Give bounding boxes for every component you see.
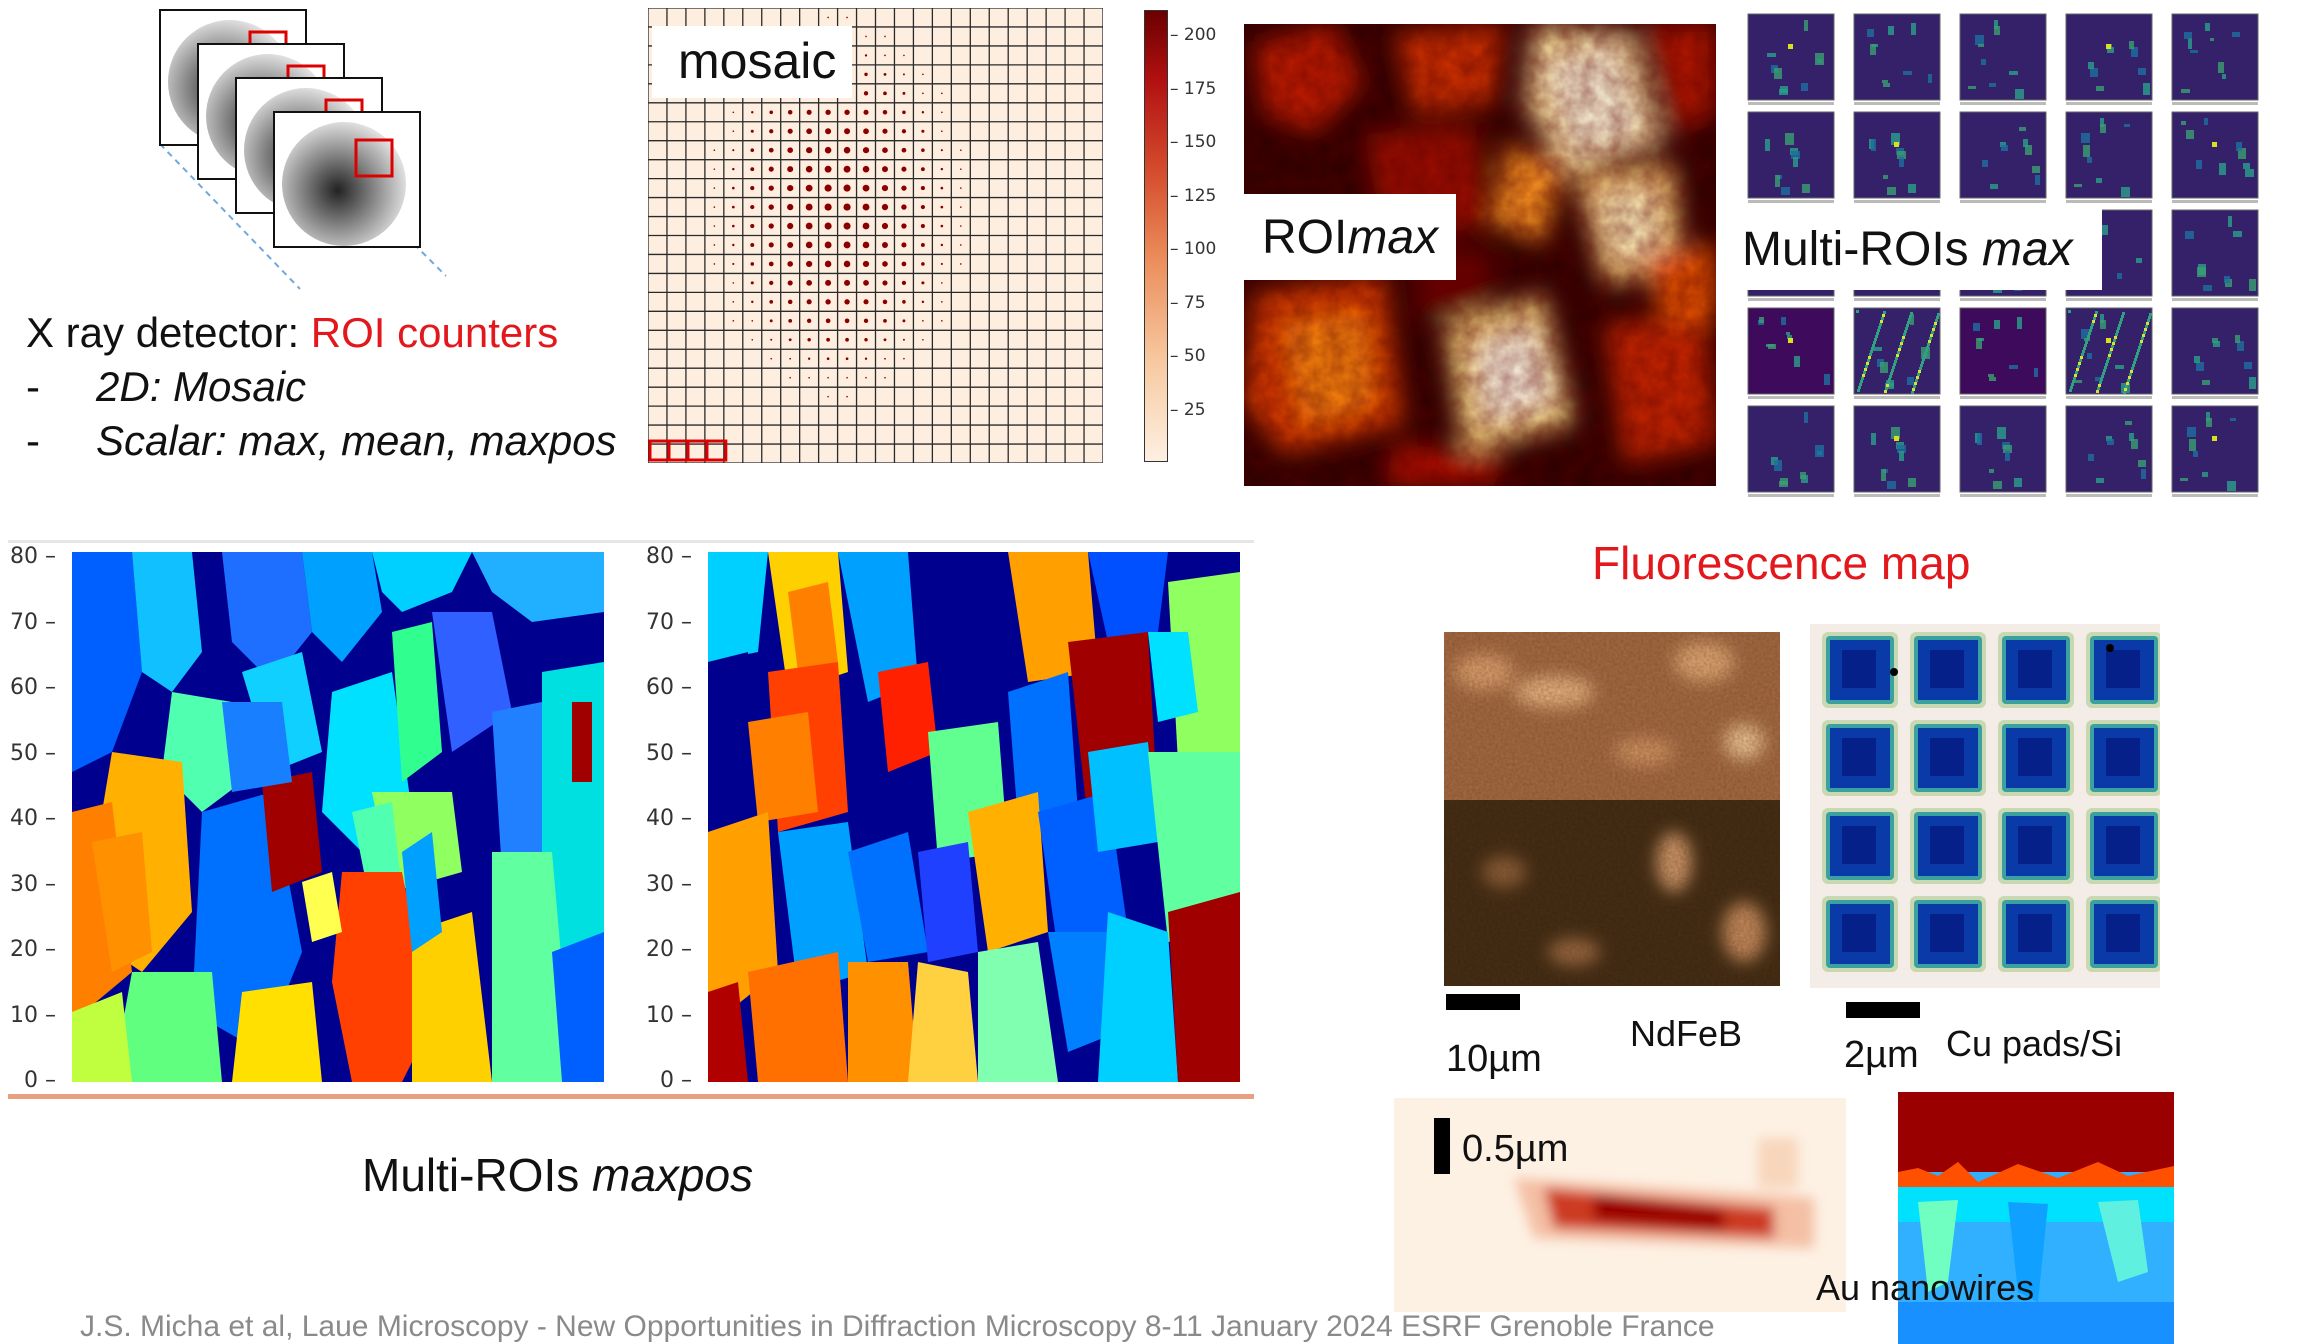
roimax-label-italic: max bbox=[1347, 211, 1439, 264]
maxpos-label-prefix: Multi-ROIs bbox=[362, 1149, 592, 1201]
cu-label: Cu pads/Si bbox=[1946, 1023, 2123, 1064]
y-tick-label: 20 – bbox=[646, 937, 692, 962]
maxpos-bottom-rule bbox=[8, 1094, 1254, 1099]
detector-title: X ray detector: ROI counters bbox=[26, 312, 558, 354]
nanowire-scale-bar bbox=[1434, 1118, 1450, 1174]
multiroi-max-label-prefix: Multi-ROIs bbox=[1742, 223, 1982, 276]
y-tick-label: 0 – bbox=[660, 1068, 692, 1093]
colorbar-tick: – 175 bbox=[1170, 78, 1217, 99]
au-nanowire-map bbox=[1898, 1092, 2174, 1344]
fluorescence-title: Fluorescence map bbox=[1592, 537, 1971, 589]
y-tick-label: 40 – bbox=[10, 806, 56, 831]
roimax-label-text: ROImax bbox=[1262, 214, 1438, 262]
mosaic-colorbar bbox=[1144, 10, 1168, 462]
ndfeb-fluorescence-map bbox=[1444, 632, 1780, 986]
nanowire-fluorescence-map bbox=[1394, 1098, 1846, 1312]
ndfeb-label: NdFeB bbox=[1630, 1013, 1743, 1054]
y-tick-label: 60 – bbox=[646, 675, 692, 700]
bullet-text: 2D: Mosaic bbox=[96, 363, 307, 410]
colorbar-tick: – 150 bbox=[1170, 132, 1217, 152]
y-tick-label: 10 – bbox=[10, 1002, 56, 1028]
y-tick-label: 70 – bbox=[646, 609, 692, 635]
colorbar-tick: – 125 bbox=[1170, 185, 1217, 206]
maxpos-map-2 bbox=[708, 552, 1240, 1082]
colorbar-tick: – 75 bbox=[1170, 292, 1206, 313]
y-tick-label: 30 – bbox=[646, 871, 692, 897]
multiroi-max-label: Multi-ROIs max bbox=[1734, 208, 2102, 290]
y-tick-label: 30 – bbox=[10, 871, 56, 897]
colorbar-tick: – 50 bbox=[1170, 346, 1206, 366]
colorbar-tick: – 25 bbox=[1170, 399, 1206, 420]
maxpos-label-italic: maxpos bbox=[592, 1149, 754, 1201]
ndfeb-scale-text: 10µm bbox=[1446, 1038, 1542, 1080]
y-tick-label: 60 – bbox=[10, 675, 56, 700]
y-tick-label: 0 – bbox=[24, 1068, 56, 1093]
detector-title-prefix: X ray detector: bbox=[26, 309, 311, 356]
maxpos-label: Multi-ROIs maxpos bbox=[362, 1152, 753, 1198]
y-tick-label: 50 – bbox=[10, 740, 56, 766]
cu-scale-bar bbox=[1846, 1002, 1920, 1018]
nanowire-label: Au nanowires bbox=[1816, 1267, 2035, 1308]
bullet-dash: - bbox=[26, 417, 40, 464]
y-tick-label: 10 – bbox=[646, 1002, 692, 1028]
bullet-dash: - bbox=[26, 363, 40, 410]
maxpos-map-1 bbox=[72, 552, 604, 1082]
ndfeb-scale-bar bbox=[1446, 994, 1520, 1010]
nanowire-scale-text: 0.5µm bbox=[1462, 1128, 1569, 1170]
cu-pads-fluorescence-map bbox=[1810, 624, 2160, 988]
cu-scale-text: 2µm bbox=[1844, 1034, 1919, 1076]
y-tick-label: 70 – bbox=[10, 609, 56, 635]
y-tick-label: 50 – bbox=[646, 740, 692, 766]
bullet-text: Scalar: max, mean, maxpos bbox=[96, 417, 617, 464]
detector-stack-illustration bbox=[159, 9, 447, 290]
colorbar-tick: – 100 bbox=[1170, 239, 1217, 259]
maxpos-y-axis-2: 80 – 70 – 60 – 50 – 40 – 30 – 20 – 10 – 0 – bbox=[640, 544, 702, 1093]
detector-bullet-1: - 2D: Mosaic bbox=[26, 363, 306, 410]
y-tick-label: 40 – bbox=[646, 806, 692, 831]
colorbar-tick: – 200 bbox=[1170, 25, 1217, 45]
y-tick-label: 80 – bbox=[10, 544, 56, 569]
roimax-heatmap bbox=[1244, 24, 1716, 486]
roimax-label: ROImax bbox=[1244, 194, 1456, 280]
maxpos-y-axis-1: 80 – 70 – 60 – 50 – 40 – 30 – 20 – 10 – 0 – bbox=[0, 544, 66, 1093]
footer-citation: J.S. Micha et al, Laue Microscopy - New … bbox=[80, 1310, 1715, 1343]
mosaic-label-text: mosaic bbox=[678, 33, 837, 89]
maxpos-top-rule bbox=[8, 540, 1254, 543]
multiroi-max-label-text: Multi-ROIs max bbox=[1742, 226, 2073, 274]
roimax-label-prefix: ROI bbox=[1262, 211, 1348, 264]
y-tick-label: 20 – bbox=[10, 937, 56, 962]
detector-bullet-2: - Scalar: max, mean, maxpos bbox=[26, 417, 617, 464]
roi-counters-highlight: ROI counters bbox=[310, 309, 559, 356]
mosaic-label: mosaic bbox=[652, 26, 852, 98]
y-tick-label: 80 – bbox=[646, 544, 692, 569]
multiroi-max-label-italic: max bbox=[1982, 223, 2073, 276]
